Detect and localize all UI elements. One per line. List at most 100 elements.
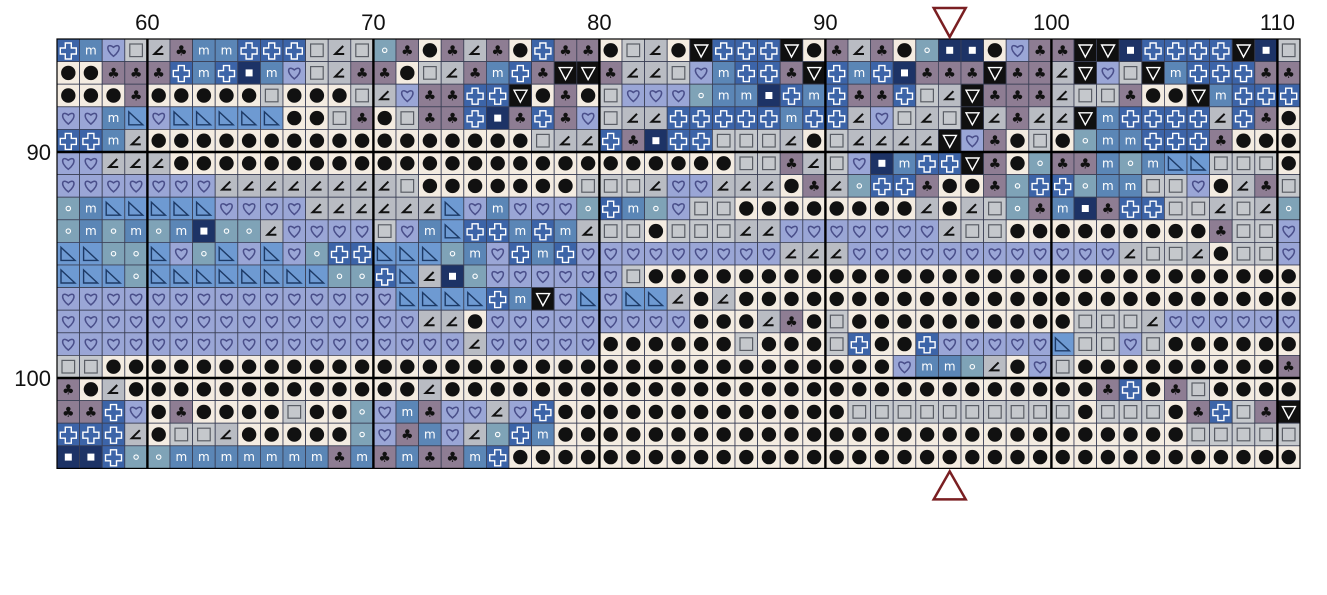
pattern-cell — [1028, 151, 1052, 176]
svg-text:♣: ♣ — [1215, 134, 1228, 150]
pattern-cell — [847, 219, 872, 243]
pattern-cell — [938, 445, 962, 469]
pattern-cell — [1005, 400, 1030, 424]
pattern-cell: ♣ — [576, 38, 600, 63]
pattern-cell — [757, 354, 781, 379]
pattern-cell — [508, 196, 533, 221]
pattern-cell — [599, 128, 623, 153]
pattern-cell — [915, 422, 939, 447]
pattern-cell — [192, 106, 216, 130]
pattern-cell — [531, 264, 555, 289]
pattern-cell — [1209, 174, 1233, 198]
svg-text:♣: ♣ — [921, 66, 934, 82]
pattern-cell — [1096, 219, 1120, 243]
pattern-cell — [1051, 445, 1075, 469]
bottom-column-marker — [931, 468, 968, 501]
pattern-cell — [757, 287, 781, 311]
pattern-cell — [395, 196, 420, 221]
pattern-cell — [1209, 241, 1233, 266]
pattern-cell — [169, 377, 194, 402]
pattern-cell — [305, 219, 329, 243]
pattern-cell — [938, 38, 962, 63]
pattern-cell: ♣ — [1277, 354, 1301, 379]
pattern-cell — [79, 354, 103, 379]
pattern-cell — [214, 196, 239, 221]
pattern-cell — [1051, 219, 1075, 243]
axis-labels: 60 70 80 90 100 110 90 100 — [14, 10, 1295, 391]
pattern-cell — [1254, 196, 1278, 221]
pattern-cell — [327, 174, 352, 198]
pattern-cell — [79, 264, 103, 289]
pattern-cell — [576, 241, 600, 266]
svg-text:m: m — [85, 224, 97, 238]
svg-text:♣: ♣ — [1260, 179, 1273, 195]
pattern-cell — [757, 38, 781, 63]
pattern-cell — [689, 106, 713, 130]
svg-text:♣: ♣ — [62, 405, 75, 421]
pattern-cell — [101, 422, 126, 447]
pattern-cell: ♣ — [1005, 106, 1030, 130]
pattern-cell — [847, 128, 872, 153]
pattern-cell — [892, 264, 917, 289]
pattern-cell: ♣ — [101, 61, 126, 85]
pattern-cell — [599, 38, 623, 63]
pattern-cell — [644, 332, 668, 356]
pattern-cell — [124, 241, 148, 266]
column-label: 110 — [1260, 10, 1295, 35]
svg-text:♣: ♣ — [830, 43, 843, 59]
pattern-cell — [915, 241, 939, 266]
pattern-cell — [666, 445, 691, 469]
pattern-cell — [463, 287, 487, 311]
pattern-cell — [960, 445, 985, 469]
pattern-cell: m — [395, 445, 420, 469]
pattern-cell — [169, 241, 194, 266]
pattern-cell — [1277, 38, 1301, 63]
pattern-cell — [463, 196, 487, 221]
pattern-cell — [576, 445, 600, 469]
svg-text:♣: ♣ — [808, 179, 821, 195]
pattern-cell — [1231, 61, 1256, 85]
pattern-cell — [689, 287, 713, 311]
pattern-cell: m — [915, 354, 939, 379]
pattern-cell — [1051, 61, 1075, 85]
pattern-cell — [508, 38, 533, 63]
pattern-cell — [825, 196, 849, 221]
pattern-cell — [418, 151, 442, 176]
pattern-cell — [169, 61, 194, 85]
pattern-cell — [124, 174, 148, 198]
pattern-cell — [1209, 38, 1233, 63]
svg-text:♣: ♣ — [62, 382, 75, 398]
pattern-cell — [1164, 445, 1188, 469]
pattern-cell — [124, 151, 148, 176]
pattern-cell — [1051, 332, 1075, 356]
pattern-cell — [847, 196, 872, 221]
pattern-cell — [621, 287, 646, 311]
pattern-cell — [1028, 219, 1052, 243]
svg-text:m: m — [198, 66, 210, 80]
pattern-cell — [1141, 38, 1165, 63]
pattern-cell — [214, 61, 239, 85]
pattern-cell: ♣ — [531, 61, 555, 85]
pattern-cell — [1005, 241, 1030, 266]
pattern-cell — [101, 332, 126, 356]
pattern-cell — [1186, 264, 1211, 289]
pattern-cell — [599, 422, 623, 447]
pattern-cell — [395, 264, 420, 289]
pattern-cell — [689, 309, 713, 334]
column-label: 100 — [1033, 10, 1070, 35]
pattern-cell — [802, 400, 826, 424]
pattern-cell — [237, 106, 261, 130]
pattern-cell — [1254, 219, 1278, 243]
pattern-cell — [169, 287, 194, 311]
pattern-cell: ♣ — [553, 38, 578, 63]
pattern-cell: m — [553, 219, 578, 243]
pattern-cell: ♣ — [56, 377, 81, 402]
pattern-cell — [757, 83, 781, 108]
pattern-cell — [508, 445, 533, 469]
pattern-cell — [1073, 219, 1098, 243]
pattern-cell — [1209, 377, 1233, 402]
pattern-cell — [485, 128, 510, 153]
pattern-cell — [712, 332, 736, 356]
pattern-cell — [282, 354, 307, 379]
pattern-cell — [599, 354, 623, 379]
